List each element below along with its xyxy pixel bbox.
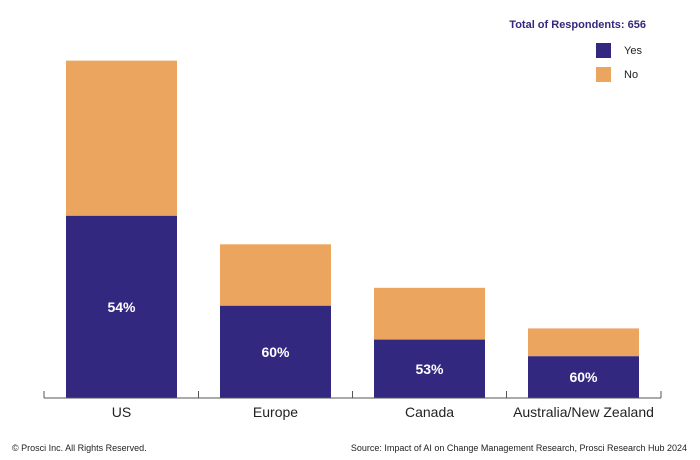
legend-label-yes: Yes bbox=[624, 44, 642, 57]
data-label-canada: 53% bbox=[415, 361, 444, 377]
legend-item-yes: Yes bbox=[596, 43, 642, 58]
legend-swatch-yes bbox=[596, 43, 611, 58]
x-tick-label-europe: Europe bbox=[253, 404, 298, 420]
bar-no-europe bbox=[220, 244, 331, 306]
bar-yes-canada bbox=[374, 339, 485, 398]
x-tick-label-australia-new-zealand: Australia/New Zealand bbox=[513, 404, 654, 420]
bar-no-us bbox=[66, 60, 177, 216]
copyright-text: © Prosci Inc. All Rights Reserved. bbox=[12, 443, 147, 453]
bar-yes-us bbox=[66, 215, 177, 398]
source-text: Source: Impact of AI on Change Managemen… bbox=[350, 443, 687, 453]
bar-no-australia-new-zealand bbox=[528, 328, 639, 357]
legend-swatch-no bbox=[596, 67, 611, 82]
legend-item-no: No bbox=[596, 67, 638, 82]
x-tick-label-us: US bbox=[112, 404, 131, 420]
bar-yes-australia-new-zealand bbox=[528, 356, 639, 398]
legend-title: Total of Respondents: 656 bbox=[509, 19, 646, 31]
data-label-australia-new-zealand: 60% bbox=[569, 369, 598, 385]
x-tick-label-canada: Canada bbox=[405, 404, 454, 420]
bar-yes-europe bbox=[220, 305, 331, 398]
data-label-us: 54% bbox=[107, 299, 136, 315]
bar-no-canada bbox=[374, 287, 485, 340]
data-label-europe: 60% bbox=[261, 344, 290, 360]
legend-label-no: No bbox=[624, 68, 639, 81]
